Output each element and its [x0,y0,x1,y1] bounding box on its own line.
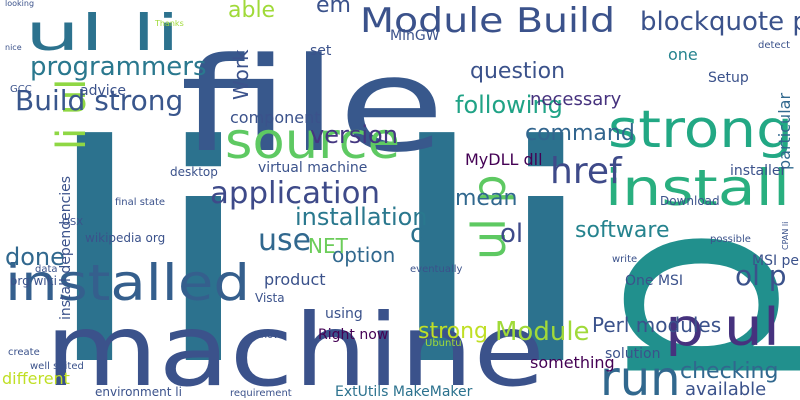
word: ol p [735,259,787,292]
word: installer [730,163,787,179]
word: source [225,112,400,170]
word: Setup [708,70,749,86]
word: ol [500,219,523,249]
word: p ul [665,298,780,358]
word: virtual machine [258,160,367,176]
word: installed [5,254,250,312]
word: requirement [230,388,292,399]
word: Thanks [154,19,184,28]
word: possible [710,234,751,245]
word: advice [80,83,126,99]
word: Right now [318,327,388,343]
word: ExtUtils MakeMaker [335,384,473,400]
word: using [325,306,363,322]
word: use [258,223,311,258]
word: desktop [170,165,218,179]
word: GCC [10,84,32,95]
word: mean [455,186,517,211]
word: strong [418,319,488,344]
word: Module [495,317,590,347]
word: install dependencies [58,176,74,320]
word: em [316,0,351,18]
word: checking [680,359,778,384]
word: MSI per [752,253,800,269]
word: nice [5,43,22,52]
word: environment li [95,385,182,399]
word: NET [308,234,349,258]
word: Perl modules [592,313,721,337]
word: blockquote p [640,7,800,37]
word: Module Build [360,1,615,41]
word: application [210,176,380,211]
word: Ubuntu [425,338,462,349]
word: org wiki [10,274,57,288]
word: install [605,159,790,217]
word: write [612,254,637,265]
word: Vista [255,291,285,305]
word: detect [758,40,790,51]
word: different [2,369,70,388]
word: run [600,351,681,400]
word: file [180,29,445,181]
word: final state [115,197,165,208]
word: li li [40,82,600,400]
word: installation [295,203,428,231]
word: something [530,353,615,372]
word: able [228,0,275,23]
word: software [575,218,669,243]
word: MinGW [390,28,440,44]
word: following [455,91,563,119]
word: version [310,121,398,149]
word: necessary [530,89,622,110]
word: option [332,243,395,267]
word: strong [608,100,793,160]
word: particular [775,93,794,170]
word: MyDLL dll [465,150,543,169]
word: p [524,224,800,395]
word: data [35,264,58,275]
word: know [255,330,281,341]
word: product [264,270,326,289]
word: href [550,151,623,192]
word: available [685,379,766,400]
word: component [230,108,321,127]
word: Build strong [15,84,183,117]
word: set [310,43,332,59]
word: create [8,347,40,358]
word: one [668,45,698,64]
word: CPAN li [781,222,790,250]
word: done [5,243,65,271]
word: One MSI [625,273,683,289]
word: ol li [410,219,456,249]
word: OSX [62,217,83,228]
word: eventually [410,264,463,275]
word: ul p [462,174,516,260]
word: Work [229,49,253,100]
word: machine [45,292,545,400]
word: looking [5,0,34,8]
word: li ul [49,79,95,150]
word: ul li [25,4,180,62]
word: Download [660,194,720,208]
word: solution [605,346,660,362]
word: wikipedia org [85,231,165,245]
word: command [525,121,635,146]
word: programmers [30,52,207,82]
word: question [470,59,565,84]
word: well suited [30,361,84,372]
